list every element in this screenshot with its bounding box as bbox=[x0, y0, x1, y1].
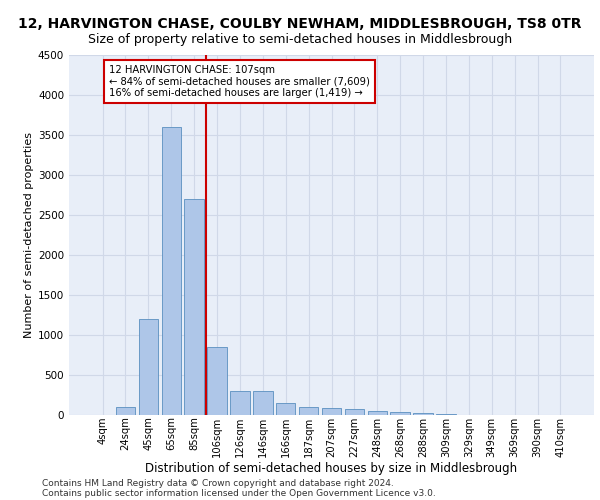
Bar bbox=[344, 410, 364, 415]
Bar bbox=[322, 408, 341, 415]
Bar bbox=[276, 403, 295, 415]
Bar bbox=[208, 347, 227, 415]
Bar bbox=[299, 407, 319, 415]
Bar bbox=[161, 127, 181, 415]
Bar bbox=[368, 411, 387, 415]
Bar bbox=[253, 391, 272, 415]
Bar bbox=[413, 412, 433, 415]
X-axis label: Distribution of semi-detached houses by size in Middlesbrough: Distribution of semi-detached houses by … bbox=[145, 462, 518, 475]
Bar bbox=[184, 199, 204, 415]
Text: Contains public sector information licensed under the Open Government Licence v3: Contains public sector information licen… bbox=[42, 488, 436, 498]
Bar bbox=[116, 407, 135, 415]
Bar bbox=[139, 319, 158, 415]
Text: Contains HM Land Registry data © Crown copyright and database right 2024.: Contains HM Land Registry data © Crown c… bbox=[42, 478, 394, 488]
Text: 12 HARVINGTON CHASE: 107sqm
← 84% of semi-detached houses are smaller (7,609)
16: 12 HARVINGTON CHASE: 107sqm ← 84% of sem… bbox=[109, 64, 370, 98]
Bar bbox=[391, 412, 410, 415]
Y-axis label: Number of semi-detached properties: Number of semi-detached properties bbox=[24, 132, 34, 338]
Bar bbox=[230, 391, 250, 415]
Text: Size of property relative to semi-detached houses in Middlesbrough: Size of property relative to semi-detach… bbox=[88, 32, 512, 46]
Text: 12, HARVINGTON CHASE, COULBY NEWHAM, MIDDLESBROUGH, TS8 0TR: 12, HARVINGTON CHASE, COULBY NEWHAM, MID… bbox=[18, 18, 582, 32]
Bar bbox=[436, 414, 455, 415]
